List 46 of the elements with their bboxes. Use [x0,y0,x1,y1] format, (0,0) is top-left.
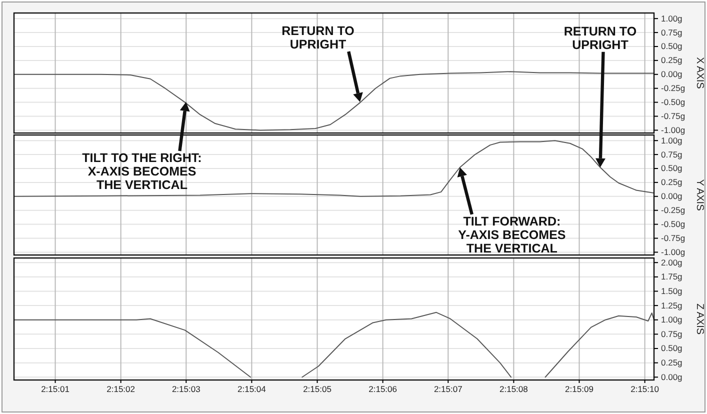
y-tick-label: 0.75g [661,149,683,160]
y-tick-label: -0.50g [661,219,686,230]
line-series [14,71,654,131]
annotation: RETURN TO UPRIGHT [282,24,355,52]
annotation: TILT TO THE RIGHT: X-AXIS BECOMES THE VERTICAL [82,151,202,192]
y-axis-title: Y AXIS [694,179,705,212]
y-tick-label: 0.75g [661,328,683,339]
y-tick-label: 0.25g [661,177,683,188]
x-tick-label: 2:15:01 [41,384,70,394]
x-tick-label: 2:15:03 [172,384,201,394]
y-tick-label: 0.25g [661,55,683,66]
y-tick-label: 1.25g [661,300,683,310]
y-axis-title: Z AXIS [694,303,705,335]
y-tick-label: 1.50g [661,286,683,296]
y-tick-label: 1.00g [661,135,683,146]
y-axis-title: X AXIS [694,57,705,90]
y-tick-label: 2.00g [661,257,683,268]
y-tick-label: -0.25g [661,205,686,216]
x-tick-label: 2:15:09 [565,384,594,394]
y-tick-label: -0.25g [661,83,686,94]
y-tick-label: -1.00g [661,124,686,135]
x-tick-label: 2:15:10 [630,384,660,394]
y-tick-label: 1.75g [661,272,683,282]
x-tick-label: 2:15:08 [500,384,528,394]
y-tick-label: 0.00g [661,372,683,382]
y-tick-label: -0.75g [661,232,686,243]
y-tick-label: 1.00g [661,314,683,325]
x-tick-label: 2:15:04 [238,384,266,394]
x-tick-label: 2:15:07 [434,384,463,394]
y-tick-label: 0.25g [661,358,683,368]
x-tick-label: 2:15:02 [106,384,136,394]
y-tick-label: 0.00g [661,69,683,80]
x-tick-label: 2:15:05 [303,384,332,394]
annotation: TILT FORWARD: Y-AXIS BECOMES THE VERTICAL [458,214,566,256]
x-tick-label: 2:15:06 [368,384,398,394]
y-tick-label: -1.00g [661,246,686,257]
annotation: RETURN TO UPRIGHT [564,24,637,52]
y-tick-label: -0.50g [661,97,686,108]
y-tick-label: 0.50g [661,343,683,354]
y-tick-label: -0.75g [661,110,686,121]
y-tick-label: 0.75g [661,27,683,38]
y-tick-label: 0.00g [661,191,683,202]
line-series [14,140,654,197]
y-tick-label: 0.50g [661,41,683,52]
y-tick-label: 0.50g [661,163,683,174]
y-tick-label: 1.00g [661,13,683,24]
